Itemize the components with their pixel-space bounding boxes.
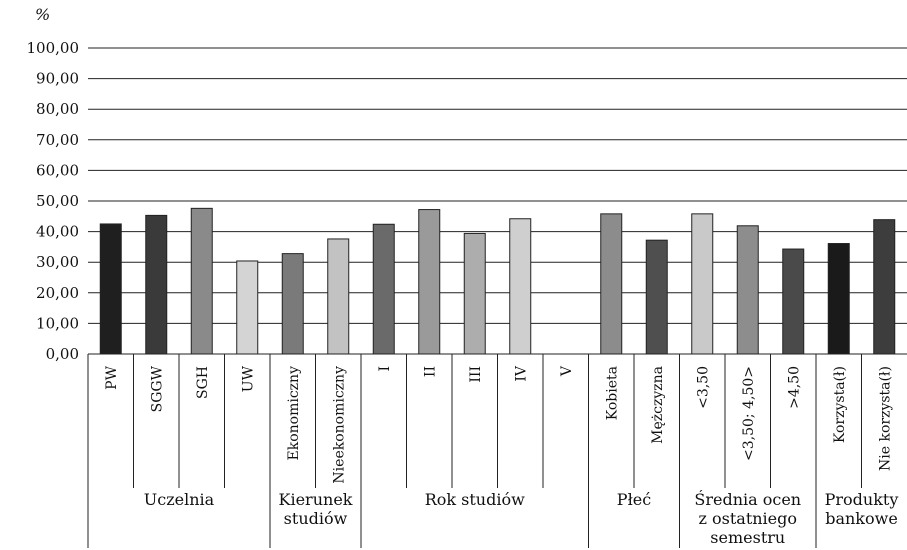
y-tick-label: 100,00 [27, 39, 80, 57]
y-tick-label: 10,00 [36, 314, 79, 332]
y-tick-label: 0,00 [46, 345, 79, 363]
bar-6 [372, 223, 395, 355]
category-label: Nie korzysta(ł) [877, 366, 893, 471]
bar-12 [645, 239, 668, 355]
category-label: I [377, 366, 393, 372]
y-tick-label: 90,00 [36, 70, 79, 88]
group-label: Średnia ocen [694, 489, 801, 509]
group-label: Kierunek [279, 490, 353, 509]
bar-14 [736, 225, 759, 355]
bar-1 [145, 214, 168, 355]
category-label: IV [513, 365, 529, 382]
category-label: >4,50 [786, 366, 802, 409]
group-label: Produkty [825, 490, 899, 509]
bar-11 [600, 213, 623, 355]
category-label: Korzysta(ł) [832, 366, 848, 443]
bar-3 [236, 260, 259, 355]
category-label: Mężczyzna [650, 366, 666, 444]
bars [99, 207, 896, 355]
category-label: Ekonomiczny [286, 366, 302, 461]
y-tick-label: 30,00 [36, 253, 79, 271]
group-label: studiów [284, 509, 348, 528]
y-tick-label: 70,00 [36, 131, 79, 149]
y-tick-label: 80,00 [36, 100, 79, 118]
group-label: bankowe [825, 509, 898, 528]
category-label: V [559, 365, 575, 377]
category-label: Nieekonomiczny [331, 366, 347, 484]
bar-8 [463, 232, 486, 355]
category-label: II [422, 366, 438, 377]
group-label: Rok studiów [425, 490, 525, 509]
bar-5 [327, 238, 350, 355]
bar-9 [509, 218, 532, 355]
y-tick-label: 50,00 [36, 192, 79, 210]
bar-17 [873, 219, 896, 355]
category-label: PW [104, 365, 120, 389]
group-label: Uczelnia [144, 490, 215, 509]
category-label: SGGW [149, 365, 165, 412]
category-labels: PW SGGW SGH UW Ekonomiczny Nieekonomiczny I II I… [104, 365, 894, 483]
group-label: semestru [710, 528, 785, 547]
category-label: <3,50; 4,50> [741, 366, 757, 461]
category-label: UW [240, 365, 256, 392]
bar-7 [418, 209, 441, 355]
category-table [87, 354, 862, 548]
category-label: SGH [195, 366, 211, 399]
gridlines [88, 47, 907, 355]
y-axis-tick-labels: 0,00 10,00 20,00 30,00 40,00 50,00 60,00 70,00 8… [27, 39, 80, 363]
y-tick-label: 60,00 [36, 161, 79, 179]
y-tick-label: 20,00 [36, 284, 79, 302]
group-label: z ostatniego [698, 509, 797, 528]
category-label: III [468, 366, 484, 383]
bar-4 [281, 253, 304, 355]
y-unit-label: % [35, 5, 50, 24]
bar-0 [99, 223, 122, 355]
y-tick-label: 40,00 [36, 223, 79, 241]
bar-13 [691, 213, 714, 355]
category-label: Kobieta [604, 366, 620, 420]
bar-2 [190, 207, 213, 355]
bar-15 [782, 248, 805, 355]
bar-16 [827, 243, 850, 355]
group-label: Płeć [617, 490, 651, 509]
category-label: <3,50 [695, 366, 711, 409]
